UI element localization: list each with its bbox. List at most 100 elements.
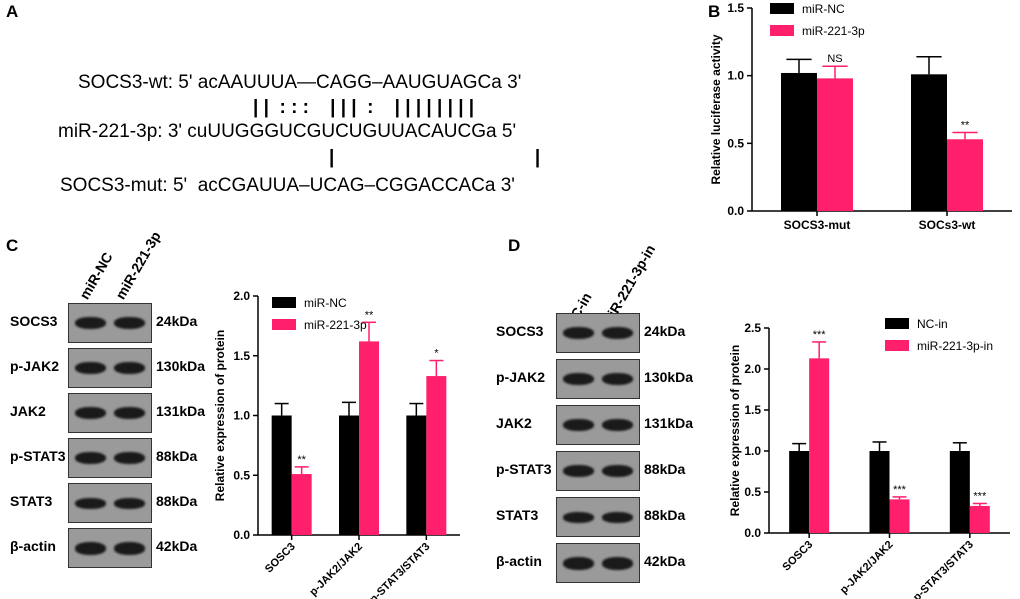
- y-tick-label: 0.0: [233, 528, 250, 542]
- blot-strip: [556, 497, 640, 537]
- blot-protein-label: p-STAT3: [496, 461, 552, 477]
- blot-band: [602, 373, 634, 385]
- bar: [781, 72, 817, 212]
- blot-band: [74, 452, 106, 464]
- blot-kda-label: 130kDa: [644, 369, 694, 385]
- x-tick-label: p-JAK2/JAK2: [307, 541, 365, 599]
- blot-protein-label: p-JAK2: [10, 358, 60, 374]
- blot-band: [562, 511, 594, 523]
- blot-kda-label: 24kDa: [644, 323, 686, 339]
- pairing-lines-bottom: | |: [329, 147, 541, 168]
- blot-band: [602, 327, 634, 339]
- blot-strip: [556, 359, 640, 399]
- y-tick-label: 1.5: [744, 403, 761, 417]
- bar: [339, 415, 359, 535]
- x-tick-label: SOCs3-wt: [919, 218, 976, 232]
- y-axis-label: Relative expression of protein: [728, 345, 742, 516]
- blot-kda-label: 131kDa: [644, 415, 694, 431]
- blot-strip: [68, 483, 152, 523]
- significance-label: **: [297, 454, 306, 466]
- legend-label: miR-NC: [304, 296, 347, 310]
- blot-strip: [556, 451, 640, 491]
- x-tick-label: SOCS3-mut: [784, 218, 851, 232]
- blot-band: [114, 497, 146, 509]
- bar: [947, 139, 983, 211]
- y-tick-label: 0.5: [233, 468, 250, 482]
- blot-band: [74, 362, 106, 374]
- panel-label-c: C: [6, 236, 19, 255]
- chart-b-luciferase: 0.0 0.5 1.0 1.5 Relative luciferase activity…: [709, 1, 1012, 232]
- blot-band: [602, 465, 634, 477]
- blot-protein-label: STAT3: [496, 507, 539, 523]
- significance-label: **: [365, 309, 374, 321]
- blot-protein-label: JAK2: [496, 415, 532, 431]
- blot-band: [114, 452, 146, 464]
- blot-protein-label: STAT3: [10, 493, 53, 509]
- blot-kda-label: 131kDa: [156, 403, 206, 419]
- blot-band: [74, 317, 106, 329]
- socs3-wt-sequence: SOCS3-wt: 5' acAAUUUA—CAGG–AAUGUAGCa 3': [78, 72, 522, 93]
- blot-strip: [68, 348, 152, 388]
- blot-strip: [68, 528, 152, 568]
- legend-label: miR-221-3p: [304, 318, 367, 332]
- bar: [817, 78, 853, 211]
- bar: [889, 499, 910, 533]
- y-tick-label: 2.5: [744, 321, 761, 335]
- blot-kda-label: 88kDa: [644, 461, 686, 477]
- bar: [809, 358, 830, 533]
- blot-c-lane-2: miR-221-3p: [112, 228, 164, 302]
- blot-protein-label: β-actin: [10, 538, 56, 554]
- blot-band: [74, 497, 106, 509]
- x-tick-label: p-STAT3/STAT3: [368, 541, 433, 599]
- significance-label: ***: [813, 329, 827, 341]
- blot-kda-label: 130kDa: [156, 358, 206, 374]
- legend-swatch: [885, 318, 909, 329]
- blot-kda-label: 88kDa: [644, 507, 686, 523]
- blot-band: [602, 556, 634, 570]
- bar: [949, 451, 970, 533]
- pairing-lines-top: | | : : : | | | : | | | | | | | |: [253, 97, 475, 118]
- significance-label: **: [961, 120, 970, 132]
- bar: [789, 451, 810, 533]
- y-tick-label: 1.5: [233, 349, 250, 363]
- socs3-mut-sequence: SOCS3-mut: 5' acCGAUUA–UCAG–CGGACCACa 3': [60, 175, 515, 196]
- blot-band: [114, 407, 146, 419]
- x-tick-label: SOSC3: [263, 541, 298, 576]
- blot-kda-label: 88kDa: [156, 493, 198, 509]
- panel-label-a: A: [6, 2, 19, 21]
- blot-band: [562, 419, 594, 431]
- blot-strip: [556, 405, 640, 445]
- bar: [969, 505, 990, 533]
- blot-c-lane-1: miR-NC: [76, 249, 116, 302]
- blot-band: [562, 465, 594, 477]
- blot-band: [562, 373, 594, 385]
- y-tick-label: 0.0: [727, 204, 744, 218]
- blot-band: [602, 419, 634, 431]
- y-tick-label: 0.5: [727, 136, 744, 150]
- legend-swatch: [770, 25, 794, 36]
- bar: [359, 341, 379, 535]
- x-tick-label: SOSC3: [780, 539, 815, 574]
- significance-label: ***: [973, 490, 987, 502]
- mir-221-3p-sequence: miR-221-3p: 3' cuUUGGGUCGUCUGUUACAUCGa 5…: [58, 121, 517, 142]
- blot-band: [562, 327, 594, 339]
- bar: [869, 451, 890, 533]
- blot-protein-label: SOCS3: [10, 313, 58, 329]
- y-tick-label: 1.0: [744, 444, 761, 458]
- bar: [291, 474, 312, 535]
- panel-label-d: D: [508, 236, 521, 255]
- blot-strip: [68, 438, 152, 478]
- blot-protein-label: p-STAT3: [10, 448, 66, 464]
- blot-kda-label: 24kDa: [156, 313, 198, 329]
- blot-strip: [68, 303, 152, 343]
- y-tick-label: 2.0: [233, 289, 250, 303]
- blot-kda-label: 88kDa: [156, 448, 198, 464]
- blot-band: [114, 362, 146, 374]
- y-tick-label: 1.0: [727, 69, 744, 83]
- blot-band: [114, 541, 146, 555]
- bar: [406, 415, 427, 535]
- significance-label: ***: [893, 484, 907, 496]
- blot-strip: [68, 393, 152, 433]
- y-tick-label: 1.0: [233, 409, 250, 423]
